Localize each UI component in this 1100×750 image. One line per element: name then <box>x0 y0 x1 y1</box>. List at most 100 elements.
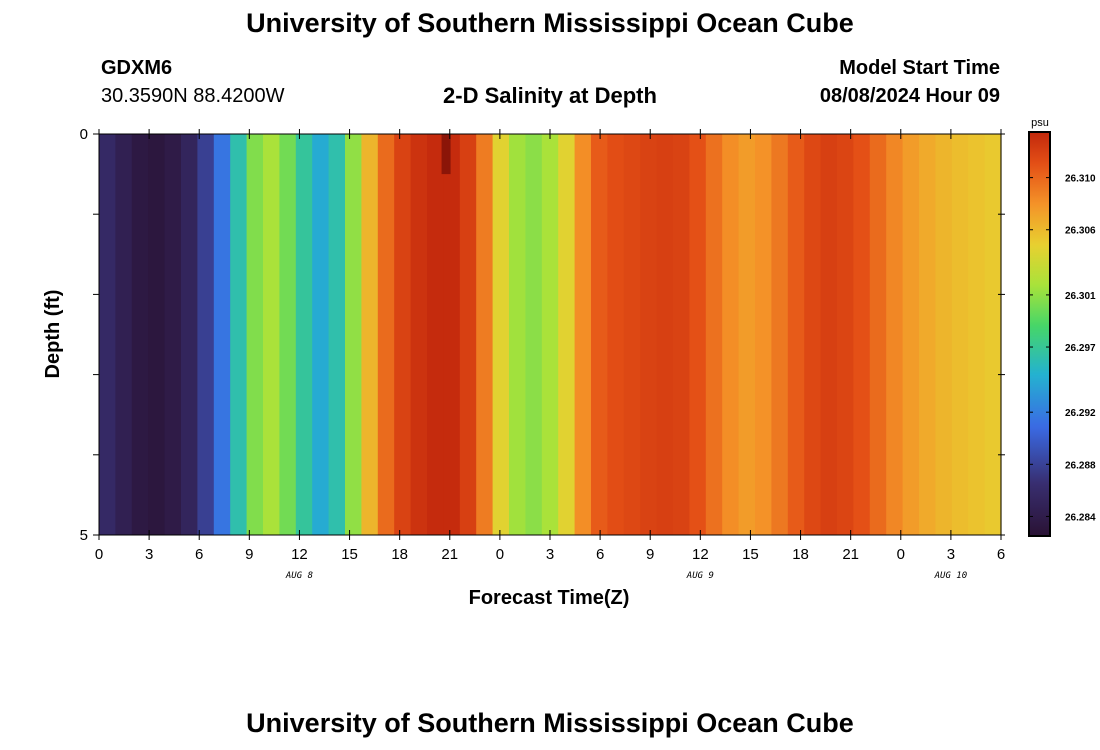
x-date-label: AUG 10 <box>934 571 968 581</box>
heatmap-cell <box>213 134 231 535</box>
colorbar-unit: psu <box>1031 117 1049 129</box>
x-date-label: AUG 9 <box>686 571 714 581</box>
colorbar: 26.310 26.306 26.301 26.297 26.292 26.288 26.2… <box>1028 131 1096 537</box>
heatmap-anomaly-cell <box>441 134 451 175</box>
heatmap-cell <box>968 134 986 535</box>
x-tick-label: 15 <box>742 546 759 563</box>
x-tick-label: 3 <box>947 546 955 563</box>
heatmap-cell <box>574 134 592 535</box>
heatmap-cell <box>410 134 428 535</box>
heatmap-cell <box>558 134 576 535</box>
x-tick-label: 0 <box>897 546 905 563</box>
heatmap-cell <box>443 134 461 535</box>
x-tick-label: 3 <box>145 546 153 563</box>
heatmap-cell <box>197 134 215 535</box>
model-start-value: 08/08/2024 Hour 09 <box>819 85 1000 107</box>
x-axis-ticks: 0 3 6 9 12 15 18 21 0 3 6 9 12 15 18 21 0 3 6 AUG 8 AUG 9 AUG… <box>95 129 1005 581</box>
colorbar-tick-label: 26.292 <box>1065 408 1096 419</box>
heatmap-cell <box>115 134 133 535</box>
heatmap-cell <box>263 134 280 535</box>
colorbar-tick-label: 26.288 <box>1065 460 1096 471</box>
heatmap-cell <box>361 134 379 535</box>
x-axis-title: Forecast Time(Z) <box>469 587 630 609</box>
heatmap-cell <box>345 134 362 535</box>
x-tick-label: 21 <box>441 546 458 563</box>
heatmap-cell <box>164 134 182 535</box>
heatmap-cell <box>427 134 444 535</box>
heatmap-cell <box>919 134 936 535</box>
heatmap-cell <box>837 134 854 535</box>
heatmap-cell <box>787 134 805 535</box>
footer-title: University of Southern Mississippi Ocean… <box>246 708 854 738</box>
x-tick-label: 0 <box>95 546 103 563</box>
plot-subtitle: 2-D Salinity at Depth <box>443 83 657 108</box>
x-tick-label: 9 <box>245 546 253 563</box>
colorbar-tick-label: 26.284 <box>1065 512 1096 523</box>
heatmap-cell <box>279 134 297 535</box>
x-tick-label: 12 <box>291 546 308 563</box>
x-tick-label: 3 <box>546 546 554 563</box>
heatmap-cell <box>99 134 116 535</box>
heatmap-cell <box>722 134 740 535</box>
colorbar-gradient <box>1028 131 1051 537</box>
heatmap-cell <box>492 134 510 535</box>
x-date-label: AUG 8 <box>285 571 313 581</box>
x-tick-label: 18 <box>391 546 408 563</box>
heatmap-cell <box>902 134 920 535</box>
colorbar-tick-label: 26.301 <box>1065 291 1096 302</box>
page-title: University of Southern Mississippi Ocean… <box>246 8 854 38</box>
x-tick-label: 9 <box>646 546 654 563</box>
heatmap-cell <box>689 134 707 535</box>
heatmap-cell <box>131 134 149 535</box>
station-coordinates: 30.3590N 88.4200W <box>101 85 285 107</box>
y-axis-title: Depth (ft) <box>42 290 64 379</box>
heatmap-cell <box>607 134 625 535</box>
x-tick-label: 6 <box>596 546 604 563</box>
x-tick-label: 21 <box>842 546 859 563</box>
x-tick-label: 0 <box>496 546 504 563</box>
x-tick-label: 6 <box>997 546 1005 563</box>
heatmap-cell <box>951 134 969 535</box>
heatmap-cell <box>394 134 412 535</box>
model-start-label: Model Start Time <box>839 57 1000 79</box>
y-tick-label: 5 <box>80 527 88 544</box>
heatmap-cell <box>525 134 543 535</box>
x-tick-label: 12 <box>692 546 709 563</box>
heatmap-cell <box>328 134 346 535</box>
heatmap-cell <box>853 134 871 535</box>
heatmap-cell <box>673 134 690 535</box>
heatmap-cell <box>869 134 887 535</box>
colorbar-tick-label: 26.297 <box>1065 343 1096 354</box>
heatmap-cell <box>755 134 772 535</box>
heatmap-cell <box>377 134 395 535</box>
heatmap-cell <box>230 134 248 535</box>
station-id: GDXM6 <box>101 57 173 79</box>
heatmap-cell <box>935 134 953 535</box>
heatmap-cell <box>656 134 674 535</box>
heatmap-cell <box>820 134 838 535</box>
heatmap-cell <box>148 134 166 535</box>
heatmap-cell <box>591 134 608 535</box>
x-tick-label: 15 <box>341 546 358 563</box>
heatmap-cell <box>623 134 641 535</box>
heatmap-cell <box>738 134 756 535</box>
heatmap-cell <box>246 134 264 535</box>
heatmap-cell <box>886 134 904 535</box>
heatmap-cell <box>705 134 723 535</box>
heatmap-cell <box>295 134 313 535</box>
heatmap-cell <box>459 134 477 535</box>
x-tick-label: 6 <box>195 546 203 563</box>
heatmap-cell <box>312 134 330 535</box>
y-tick-label: 0 <box>80 126 88 143</box>
colorbar-tick-label: 26.306 <box>1065 226 1096 237</box>
heatmap-annotations <box>441 134 451 175</box>
heatmap-cells <box>99 134 1002 535</box>
heatmap-cell <box>476 134 494 535</box>
heatmap-cell <box>181 134 198 535</box>
heatmap-cell <box>509 134 526 535</box>
y-axis-ticks: 05 <box>80 126 1005 544</box>
heatmap-cell <box>541 134 559 535</box>
heatmap-cell <box>804 134 822 535</box>
colorbar-tick-label: 26.310 <box>1065 174 1096 185</box>
